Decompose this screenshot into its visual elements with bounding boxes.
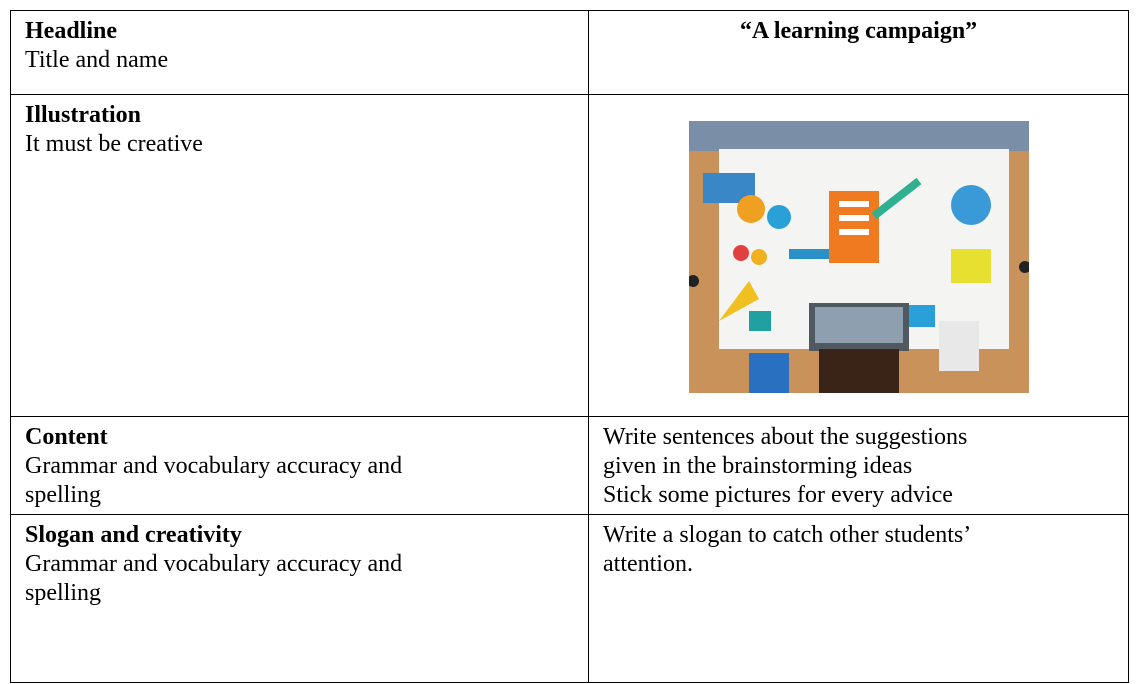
row: Headline Title and name “A learning camp…: [10, 10, 1129, 95]
row-description: Title and name: [25, 47, 169, 73]
cell: Write sentences about the suggestions gi…: [588, 416, 1129, 515]
row: Illustration It must be creative: [10, 94, 1129, 417]
row-description: Grammar and vocabulary accuracy and: [25, 453, 403, 479]
cell: Headline Title and name: [10, 10, 589, 95]
row-label: Slogan and creativity: [25, 522, 242, 548]
cell: [588, 94, 1129, 417]
cell: Illustration It must be creative: [10, 94, 589, 417]
row-description: spelling: [25, 580, 101, 606]
cell-content: Write a slogan to catch other students’: [603, 522, 972, 548]
cell-content: attention.: [603, 551, 693, 577]
cell: Write a slogan to catch other students’ …: [588, 514, 1129, 683]
row-description: spelling: [25, 482, 101, 508]
cell-content: Write sentences about the suggestions: [603, 424, 968, 450]
cell: “A learning campaign”: [588, 10, 1129, 95]
row-description: Grammar and vocabulary accuracy and: [25, 551, 403, 577]
row-label: Illustration: [25, 102, 142, 128]
cell-content: given in the brainstorming ideas: [603, 453, 913, 479]
rubric-table: Headline Title and name “A learning camp…: [10, 10, 1129, 683]
cell-content: Stick some pictures for every advice: [603, 482, 953, 508]
row-label: Content: [25, 424, 108, 450]
cell-content: “A learning campaign”: [739, 18, 978, 44]
cell: Content Grammar and vocabulary accuracy …: [10, 416, 589, 515]
row: Content Grammar and vocabulary accuracy …: [10, 416, 1129, 515]
row-label: Headline: [25, 18, 118, 44]
illustration-image: [686, 121, 1031, 393]
cell: Slogan and creativity Grammar and vocabu…: [10, 514, 589, 683]
row-description: It must be creative: [25, 131, 203, 157]
row: Slogan and creativity Grammar and vocabu…: [10, 514, 1129, 683]
